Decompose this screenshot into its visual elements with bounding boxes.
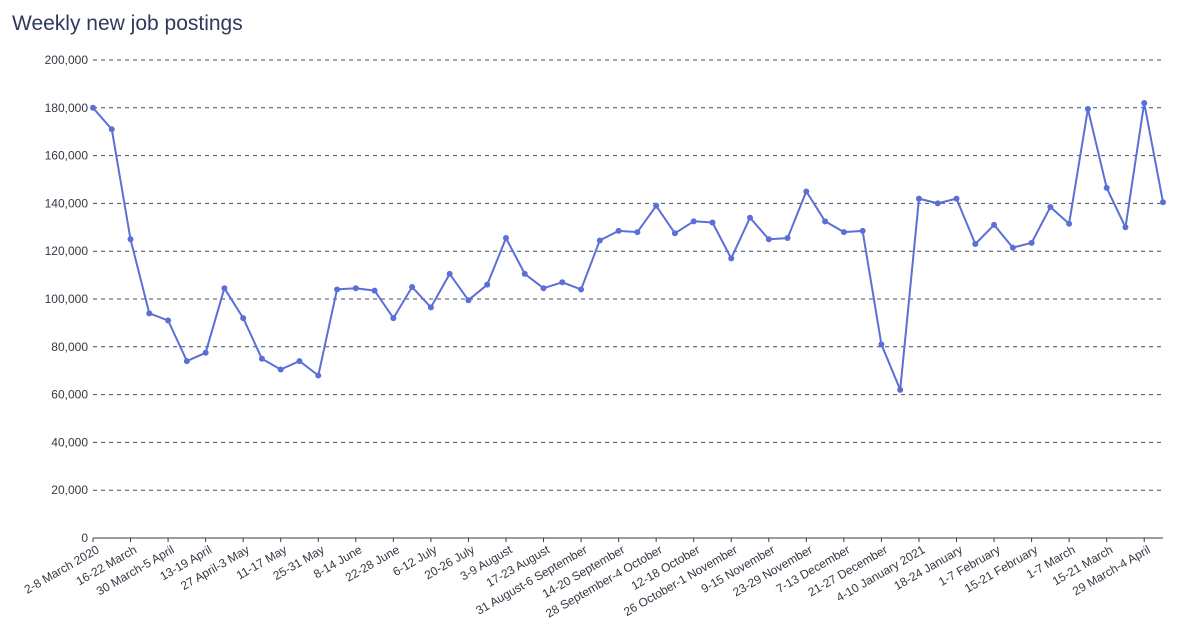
data-point[interactable] — [1141, 100, 1148, 107]
y-tick-label: 200,000 — [45, 53, 89, 67]
data-point[interactable] — [465, 297, 472, 304]
y-tick-label: 0 — [81, 531, 88, 545]
data-point[interactable] — [502, 235, 509, 242]
data-point[interactable] — [953, 195, 960, 202]
data-point[interactable] — [915, 195, 922, 202]
data-point[interactable] — [352, 285, 359, 292]
data-point[interactable] — [296, 358, 303, 365]
y-tick-label: 60,000 — [51, 388, 88, 402]
data-point[interactable] — [1103, 184, 1110, 191]
series-points — [90, 100, 1166, 393]
y-axis-ticks: 0 20,000 40,000 60,000 80,000 100,000 120,000 1… — [45, 53, 89, 545]
data-point[interactable] — [934, 200, 941, 207]
data-point[interactable] — [1009, 244, 1016, 251]
data-point[interactable] — [371, 287, 378, 294]
data-point[interactable] — [183, 358, 190, 365]
data-point[interactable] — [991, 221, 998, 228]
data-point[interactable] — [747, 214, 754, 221]
data-point[interactable] — [765, 236, 772, 243]
series-line-path — [92, 102, 1164, 391]
data-point[interactable] — [165, 317, 172, 324]
data-point[interactable] — [784, 235, 791, 242]
data-point[interactable] — [202, 349, 209, 356]
data-point[interactable] — [240, 315, 247, 322]
data-point[interactable] — [1047, 203, 1054, 210]
data-point[interactable] — [1066, 220, 1073, 227]
data-point[interactable] — [897, 386, 904, 393]
data-point[interactable] — [1160, 199, 1166, 206]
data-point[interactable] — [484, 281, 491, 288]
y-tick-label: 20,000 — [51, 483, 88, 497]
data-point[interactable] — [596, 237, 603, 244]
data-point[interactable] — [728, 255, 735, 262]
y-tick-label: 80,000 — [51, 340, 88, 354]
data-point[interactable] — [803, 188, 810, 195]
data-point[interactable] — [653, 202, 660, 209]
data-point[interactable] — [446, 270, 453, 277]
data-point[interactable] — [409, 284, 416, 291]
data-point[interactable] — [972, 241, 979, 248]
data-point[interactable] — [127, 236, 134, 243]
data-point[interactable] — [221, 285, 228, 292]
y-tick-label: 160,000 — [45, 149, 89, 163]
data-point[interactable] — [521, 270, 528, 277]
y-tick-label: 180,000 — [45, 101, 89, 115]
data-point[interactable] — [334, 286, 341, 293]
data-point[interactable] — [108, 126, 115, 133]
data-point[interactable] — [671, 230, 678, 237]
data-point[interactable] — [315, 372, 322, 379]
data-point[interactable] — [258, 355, 265, 362]
data-point[interactable] — [840, 229, 847, 236]
data-point[interactable] — [615, 227, 622, 234]
data-point[interactable] — [1028, 239, 1035, 246]
data-point[interactable] — [859, 227, 866, 234]
data-point[interactable] — [146, 310, 153, 317]
y-tick-label: 140,000 — [45, 196, 89, 210]
chart-title: Weekly new job postings — [12, 12, 243, 35]
y-tick-label: 100,000 — [45, 292, 89, 306]
series-line — [92, 102, 1164, 391]
y-tick-label: 40,000 — [51, 435, 88, 449]
y-tick-label: 120,000 — [45, 244, 89, 258]
data-point[interactable] — [690, 218, 697, 225]
data-point[interactable] — [559, 279, 566, 286]
data-point[interactable] — [90, 104, 96, 111]
data-point[interactable] — [578, 286, 585, 293]
data-point[interactable] — [1122, 224, 1129, 231]
data-point[interactable] — [878, 341, 885, 348]
grid-lines — [93, 59, 1163, 491]
data-point[interactable] — [277, 366, 284, 373]
data-point[interactable] — [709, 219, 716, 226]
data-point[interactable] — [634, 229, 641, 236]
data-point[interactable] — [427, 304, 434, 311]
data-point[interactable] — [390, 315, 397, 322]
data-point[interactable] — [540, 285, 547, 292]
data-point[interactable] — [822, 218, 829, 225]
data-point[interactable] — [1084, 105, 1091, 112]
